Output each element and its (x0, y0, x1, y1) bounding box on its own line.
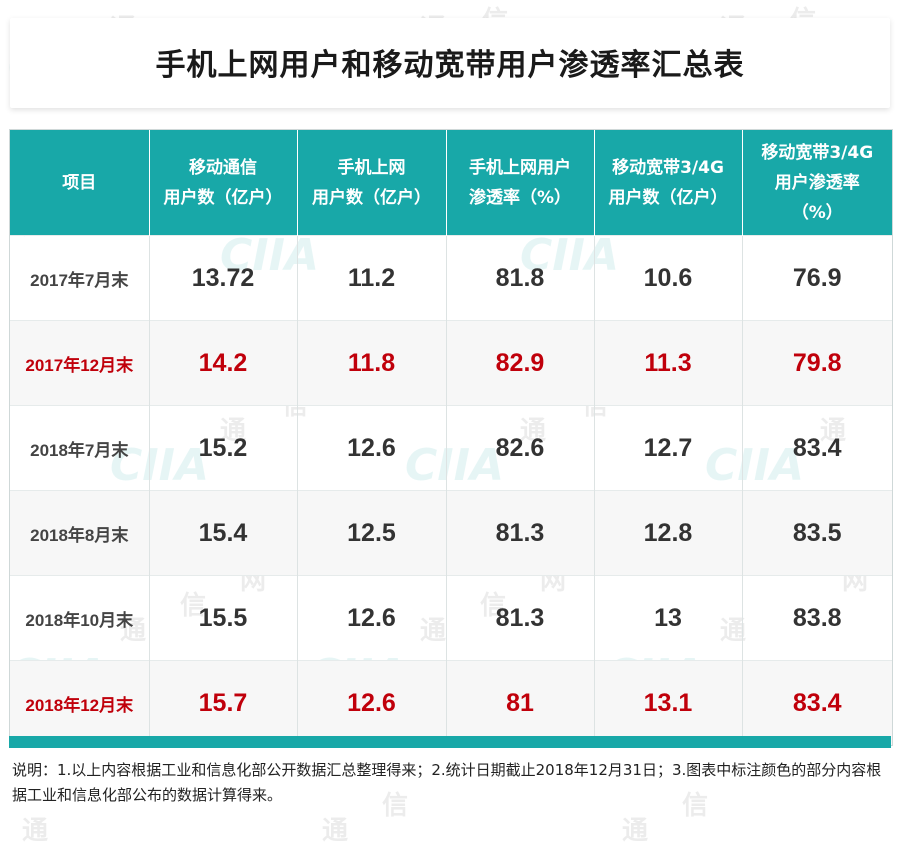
table-cell: 14.2 (149, 320, 298, 406)
table-cell: 76.9 (742, 235, 892, 321)
table-row: 2018年10月末 15.5 12.6 81.3 13 83.8 (10, 575, 892, 661)
table-cell: 79.8 (742, 320, 892, 406)
row-label: 2018年8月末 (10, 490, 150, 576)
table-cell: 81 (446, 660, 595, 745)
table-cell: 82.6 (446, 405, 595, 491)
watermark-char: 通 (22, 816, 49, 846)
table-cell: 82.9 (446, 320, 595, 406)
table-cell: 11.8 (297, 320, 447, 406)
row-label: 2018年10月末 (10, 575, 150, 661)
table-row-highlighted: 2017年12月末 14.2 11.8 82.9 11.3 79.8 (10, 320, 892, 406)
table-cell: 81.3 (446, 490, 595, 576)
footnote: 说明：1.以上内容根据工业和信息化部公开数据汇总整理得来；2.统计日期截止201… (12, 761, 882, 804)
table-cell: 11.2 (297, 235, 447, 321)
table-row: 2018年8月末 15.4 12.5 81.3 12.8 83.5 (10, 490, 892, 576)
table-cell: 15.2 (149, 405, 298, 491)
page-title: 手机上网用户和移动宽带用户渗透率汇总表 (155, 48, 745, 83)
table-row: 2017年7月末 13.72 11.2 81.8 10.6 76.9 (10, 235, 892, 321)
table-cell: 15.4 (149, 490, 298, 576)
table-cell: 83.4 (742, 405, 892, 491)
table-row-highlighted: 2018年12月末 15.7 12.6 81 13.1 83.4 (10, 660, 892, 745)
table-cell: 15.5 (149, 575, 298, 661)
table-cell: 13.1 (594, 660, 743, 745)
header-item: 项目 (10, 130, 150, 236)
header-mobile-internet-penetration: 手机上网用户 渗透率（%） (446, 130, 595, 236)
row-label: 2018年12月末 (10, 660, 150, 745)
table-cell: 10.6 (594, 235, 743, 321)
table-cell: 83.8 (742, 575, 892, 661)
table-cell: 12.6 (297, 405, 447, 491)
table-cell: 81.3 (446, 575, 595, 661)
row-label: 2017年7月末 (10, 235, 150, 321)
header-broadband-penetration: 移动宽带3/4G 用户渗透率 （%） (742, 130, 892, 236)
watermark-char: 通 (322, 816, 349, 846)
data-table-container: 项目 移动通信 用户数（亿户） 手机上网 用户数（亿户） 手机上网用户 渗透率（%） … (9, 129, 893, 746)
table-cell: 11.3 (594, 320, 743, 406)
table-bottom-bar (9, 736, 891, 748)
table-cell: 83.5 (742, 490, 892, 576)
watermark-char: 通 (622, 816, 649, 846)
row-label: 2018年7月末 (10, 405, 150, 491)
table-cell: 12.6 (297, 660, 447, 745)
header-mobile-users: 移动通信 用户数（亿户） (149, 130, 298, 236)
table-cell: 13 (594, 575, 743, 661)
table-cell: 83.4 (742, 660, 892, 745)
table-cell: 12.8 (594, 490, 743, 576)
table-row: 2018年7月末 15.2 12.6 82.6 12.7 83.4 (10, 405, 892, 491)
table-cell: 12.5 (297, 490, 447, 576)
title-card: 手机上网用户和移动宽带用户渗透率汇总表 (10, 18, 890, 108)
table-cell: 15.7 (149, 660, 298, 745)
data-table: 项目 移动通信 用户数（亿户） 手机上网 用户数（亿户） 手机上网用户 渗透率（%） … (10, 130, 892, 745)
row-label: 2017年12月末 (10, 320, 150, 406)
header-broadband-users: 移动宽带3/4G 用户数（亿户） (594, 130, 743, 236)
table-header-row: 项目 移动通信 用户数（亿户） 手机上网 用户数（亿户） 手机上网用户 渗透率（%） … (10, 130, 892, 236)
header-mobile-internet-users: 手机上网 用户数（亿户） (297, 130, 447, 236)
table-cell: 12.7 (594, 405, 743, 491)
table-cell: 81.8 (446, 235, 595, 321)
table-cell: 13.72 (149, 235, 298, 321)
table-cell: 12.6 (297, 575, 447, 661)
